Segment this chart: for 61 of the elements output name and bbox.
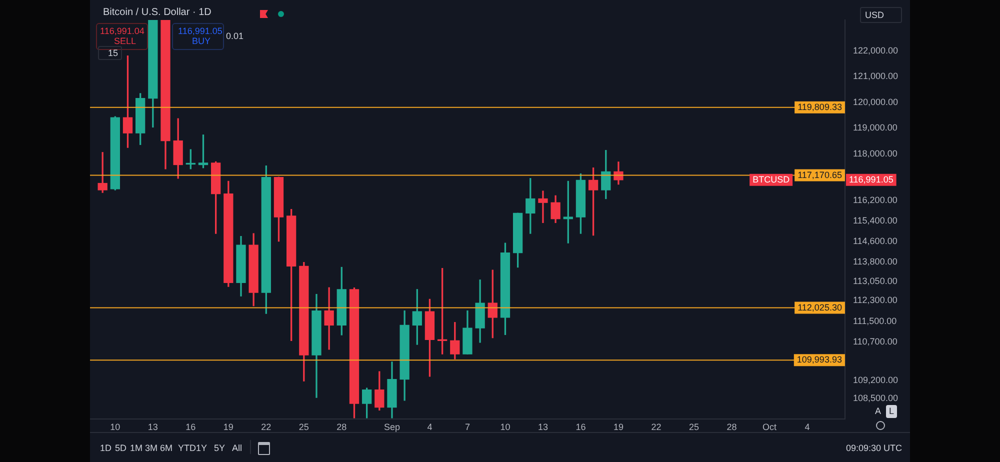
- y-tick-label: 121,000.00: [852, 71, 898, 82]
- ref-line-label: 119,809.33: [798, 102, 842, 112]
- text: 6M: [160, 443, 173, 454]
- x-tick-label: 13: [538, 422, 548, 432]
- x-tick-label: 28: [336, 422, 347, 432]
- x-tick-label: 7: [464, 422, 470, 432]
- y-tick-label: 119,000.00: [852, 122, 898, 133]
- y-tick-label: 115,400.00: [852, 215, 898, 226]
- y-tick-label: 118,000.00: [852, 148, 898, 158]
- text: USD: [865, 10, 884, 21]
- y-tick-label: 111,500.00: [852, 316, 897, 326]
- x-tick-label: 22: [651, 422, 662, 432]
- y-tick-label: 114,600.00: [852, 236, 898, 246]
- annotation: 15: [108, 48, 118, 59]
- y-tick-label: 108,500.00: [852, 393, 898, 404]
- text: 09:09:30 UTC: [846, 443, 902, 454]
- x-tick-label: 25: [298, 422, 309, 432]
- y-tick-label: 112,300.00: [852, 295, 898, 306]
- text: 5D: [115, 443, 127, 454]
- annotation: BTCUSD: [752, 174, 790, 184]
- y-tick-label: 110,700.00: [852, 336, 898, 346]
- y-tick-label: 122,000.00: [852, 45, 898, 56]
- x-tick-label: 4: [804, 422, 810, 432]
- x-tick-label: 25: [688, 422, 699, 432]
- text: All: [232, 443, 242, 454]
- x-tick-label: 10: [500, 422, 510, 432]
- y-tick-label: 116,200.00: [852, 194, 898, 205]
- x-tick-label: 16: [186, 422, 196, 432]
- annotation: 116,991.05: [178, 26, 222, 37]
- ref-line-label: 109,993.93: [796, 354, 842, 365]
- chart-title: Bitcoin / U.S. Dollar · 1D: [100, 6, 214, 19]
- text: A: [874, 405, 882, 418]
- text: 1D: [100, 443, 112, 454]
- candlestick: [538, 190, 548, 224]
- annotation: SELL: [114, 36, 136, 47]
- y-tick-label: 113,800.00: [852, 256, 898, 267]
- y-tick-label: 109,200.00: [852, 375, 898, 386]
- x-tick-label: 16: [576, 422, 586, 432]
- text: 116,991.05: [848, 174, 894, 184]
- x-tick-label: Sep: [384, 422, 400, 432]
- x-tick-label: 28: [726, 422, 737, 432]
- x-tick-label: 4: [427, 422, 432, 432]
- x-tick-label: 19: [613, 422, 624, 432]
- y-tick-label: 120,000.00: [852, 96, 898, 107]
- text: L: [886, 405, 898, 418]
- annotation: 0.01: [226, 31, 244, 42]
- annotation: BUY: [192, 36, 211, 47]
- x-tick-label: 10: [110, 422, 120, 432]
- annotation: 116,991.04: [100, 26, 144, 37]
- text: 1Y: [196, 443, 208, 454]
- y-tick-label: 113,050.00: [852, 276, 898, 286]
- text: 3M: [145, 443, 158, 454]
- text: 1M: [130, 443, 143, 454]
- x-tick-label: 22: [261, 422, 272, 432]
- ref-line-label: 112,025.30: [798, 302, 842, 312]
- ref-line-label: 117,170.65: [798, 170, 842, 180]
- x-tick-label: 19: [223, 422, 234, 432]
- x-tick-label: Oct: [762, 422, 777, 432]
- text: YTD: [178, 443, 196, 454]
- x-tick-label: 13: [148, 422, 158, 432]
- text: 5Y: [214, 443, 226, 454]
